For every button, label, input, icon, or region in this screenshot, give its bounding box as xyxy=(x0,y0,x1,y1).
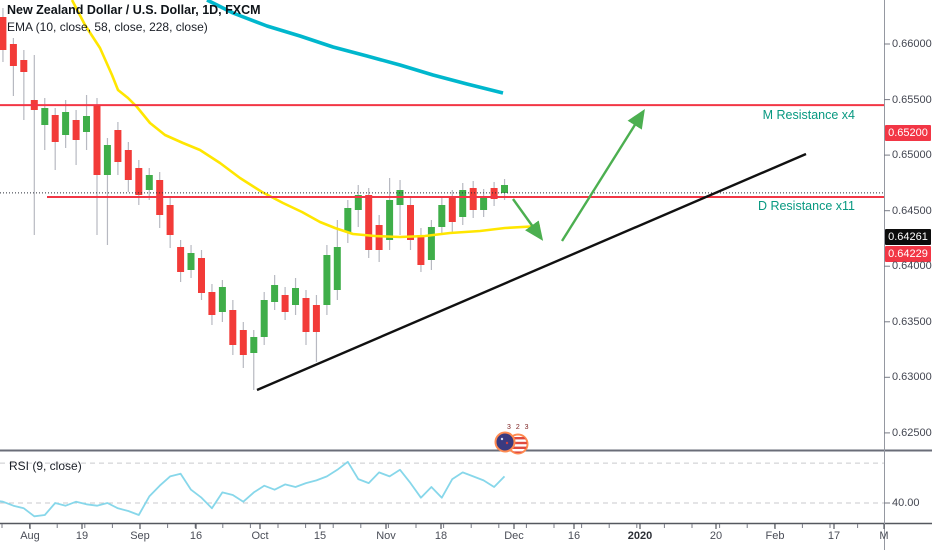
price-tick-label: 0.63000 xyxy=(892,371,932,383)
rsi-bands xyxy=(0,462,884,504)
price-badge-resistance: 0.65200 xyxy=(885,125,931,141)
price-tick-label: 0.63500 xyxy=(892,316,932,328)
time-tick-label: M xyxy=(879,530,889,542)
price-tick-label: 0.65000 xyxy=(892,149,932,161)
ema-indicator-legend[interactable]: EMA (10, close, 58, close, 228, close) xyxy=(7,20,208,34)
time-tick-label: Dec xyxy=(504,530,524,542)
price-badge-last: 0.64261 xyxy=(885,229,931,245)
down-arrow[interactable] xyxy=(512,198,544,241)
ema-228-line xyxy=(206,0,504,95)
time-tick-label: Aug xyxy=(20,530,40,542)
time-tick-label: Feb xyxy=(765,530,785,542)
time-tick-label: 16 xyxy=(567,530,581,542)
price-tick-label: 0.64500 xyxy=(892,205,932,217)
price-tick-label: 0.65500 xyxy=(892,94,932,106)
time-tick-label: Nov xyxy=(376,530,396,542)
time-tick-label: Sep xyxy=(130,530,150,542)
symbol-title[interactable]: New Zealand Dollar / U.S. Dollar, 1D, FX… xyxy=(7,3,261,17)
time-tick-label: 16 xyxy=(189,530,203,542)
time-tick-label: 19 xyxy=(75,530,89,542)
event-counts: 3 2 3 xyxy=(507,424,531,431)
trendline[interactable] xyxy=(256,152,807,392)
time-tick-label: 15 xyxy=(313,530,327,542)
candles-series xyxy=(0,8,508,390)
time-tick-label: 17 xyxy=(827,530,841,542)
time-tick-label: 18 xyxy=(434,530,448,542)
price-tick-label: 0.66000 xyxy=(892,38,932,50)
time-tick-label: 2020 xyxy=(627,530,653,542)
price-tick-label: 0.64000 xyxy=(892,260,932,272)
up-arrow[interactable] xyxy=(560,108,645,242)
rsi-axis-tick-label: 40.00 xyxy=(892,497,920,509)
axis-ticks xyxy=(1,43,890,529)
d-resistance-label[interactable]: D Resistance x11 xyxy=(757,199,855,213)
price-tick-label: 0.62500 xyxy=(892,427,932,439)
rsi-indicator-legend[interactable]: RSI (9, close) xyxy=(9,459,82,473)
ema-58-line xyxy=(70,0,541,239)
time-tick-label: Oct xyxy=(251,530,269,542)
price-badge-bid: 0.64229 xyxy=(885,246,931,262)
time-tick-label: 20 xyxy=(709,530,723,542)
rsi-line xyxy=(0,460,506,518)
nz-flag-icon xyxy=(494,431,516,453)
economic-events-marker[interactable] xyxy=(493,429,537,455)
m-resistance-label[interactable]: M Resistance x4 xyxy=(762,108,855,122)
